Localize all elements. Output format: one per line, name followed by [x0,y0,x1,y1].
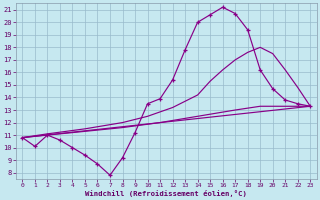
X-axis label: Windchill (Refroidissement éolien,°C): Windchill (Refroidissement éolien,°C) [85,190,247,197]
